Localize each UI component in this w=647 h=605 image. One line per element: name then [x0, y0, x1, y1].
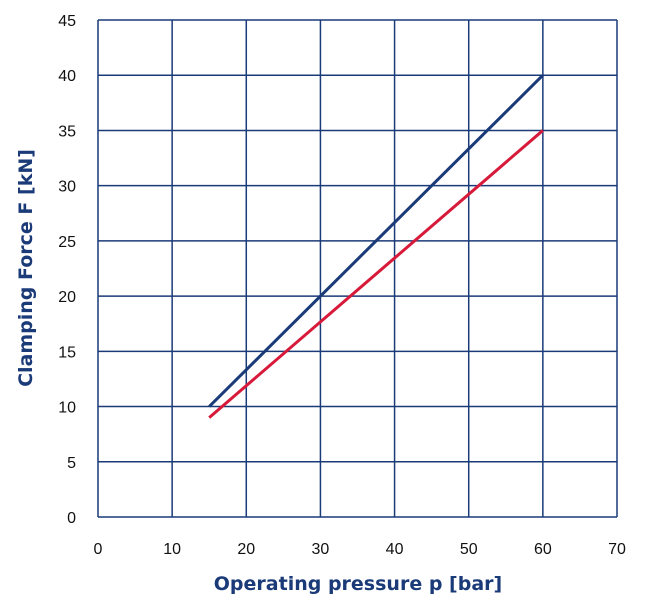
y-tick-label: 20 [58, 289, 76, 306]
x-tick-labels: 0 10 20 30 40 50 60 70 [94, 541, 626, 558]
x-tick-label: 40 [386, 541, 404, 558]
y-tick-labels: 0 5 10 15 20 25 30 35 40 45 [58, 13, 76, 527]
y-axis-title: Clamping Force F [kN] [15, 149, 37, 387]
y-tick-label: 25 [58, 234, 76, 251]
x-axis-title: Operating pressure p [bar] [214, 573, 502, 595]
y-tick-label: 40 [58, 68, 76, 85]
y-tick-label: 10 [58, 400, 76, 417]
y-tick-label: 30 [58, 179, 76, 196]
y-tick-label: 45 [58, 13, 76, 30]
y-tick-label: 35 [58, 123, 76, 140]
x-tick-label: 50 [460, 541, 478, 558]
series-line-2 [208, 129, 544, 419]
x-tick-label: 70 [608, 541, 626, 558]
y-tick-label: 0 [67, 510, 76, 527]
series-line-1 [208, 74, 544, 408]
grid [97, 19, 618, 518]
x-tick-label: 30 [312, 541, 330, 558]
y-tick-label: 5 [67, 455, 76, 472]
y-tick-label: 15 [58, 344, 76, 361]
x-tick-label: 10 [163, 541, 181, 558]
series-layer [208, 74, 544, 419]
x-tick-label: 0 [94, 541, 103, 558]
x-tick-label: 20 [237, 541, 255, 558]
x-tick-label: 60 [534, 541, 552, 558]
